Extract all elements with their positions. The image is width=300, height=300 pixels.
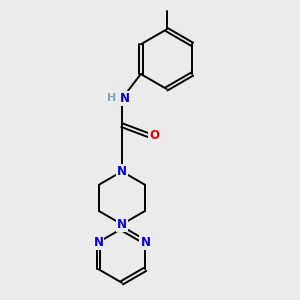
Text: N: N <box>117 218 127 231</box>
Text: O: O <box>149 129 159 142</box>
Text: N: N <box>120 92 130 105</box>
Text: H: H <box>107 93 117 103</box>
Text: N: N <box>94 236 103 249</box>
Text: N: N <box>117 165 127 178</box>
Text: N: N <box>140 236 150 249</box>
